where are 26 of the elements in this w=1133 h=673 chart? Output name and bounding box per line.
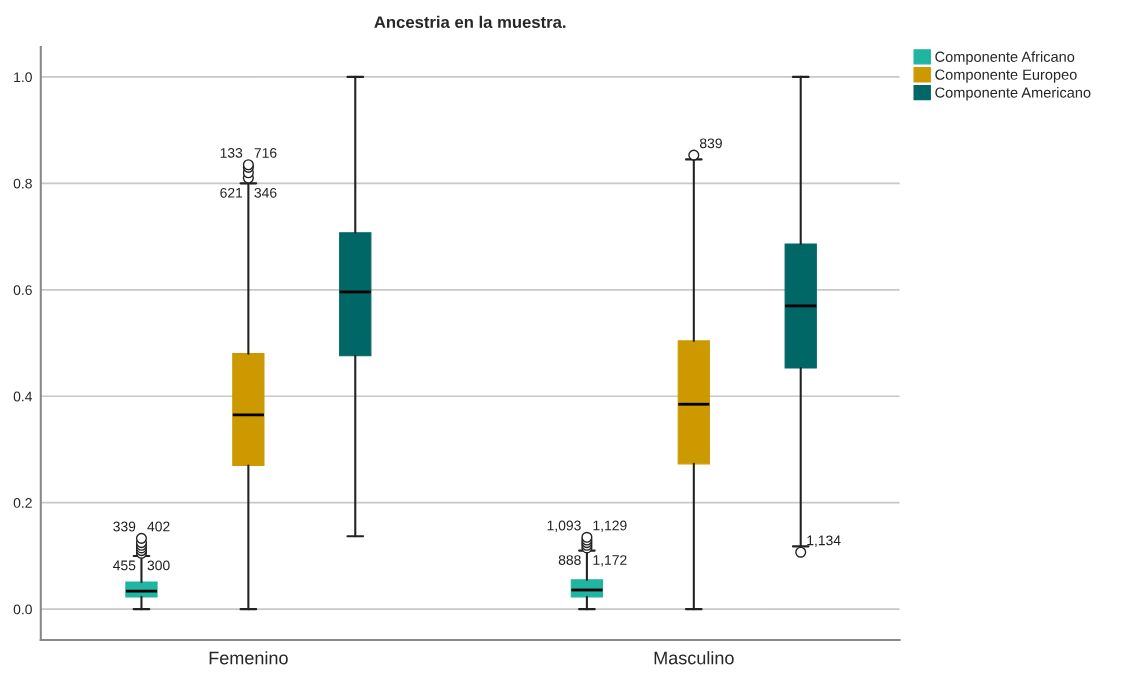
legend-label: Componente Africano bbox=[935, 51, 1075, 65]
annotation: 716 bbox=[254, 147, 277, 158]
annotation: 1,172 bbox=[593, 555, 627, 567]
annotation: 839 bbox=[699, 138, 722, 149]
annotation: 621 bbox=[220, 187, 243, 198]
x-tick-label: Femenino bbox=[209, 651, 288, 665]
y-tick-label: 0.2 bbox=[13, 498, 32, 508]
y-tick-label: 0.4 bbox=[13, 391, 33, 402]
chart-title: Ancestria en la muestra. bbox=[374, 15, 566, 29]
annotation: 1,093 bbox=[547, 520, 581, 533]
annotation: 300 bbox=[147, 560, 170, 571]
annotation: 346 bbox=[254, 187, 277, 198]
legend-label: Componente Europeo bbox=[935, 69, 1077, 83]
y-tick-label: 1.0 bbox=[14, 72, 32, 83]
y-tick-label: 0.8 bbox=[13, 178, 32, 189]
annotation: 133 bbox=[220, 147, 243, 158]
annotation: 1,134 bbox=[807, 535, 841, 547]
annotation: 402 bbox=[147, 521, 170, 532]
annotation: 339 bbox=[113, 521, 136, 532]
annotation: 455 bbox=[113, 560, 136, 571]
x-tick-label: Masculino bbox=[654, 651, 734, 665]
y-tick-label: 0.0 bbox=[13, 604, 32, 615]
y-tick-label: 0.6 bbox=[13, 285, 32, 295]
legend-label: Componente Americano bbox=[935, 87, 1091, 101]
annotation: 1,129 bbox=[593, 520, 627, 533]
annotation: 888 bbox=[558, 555, 581, 565]
